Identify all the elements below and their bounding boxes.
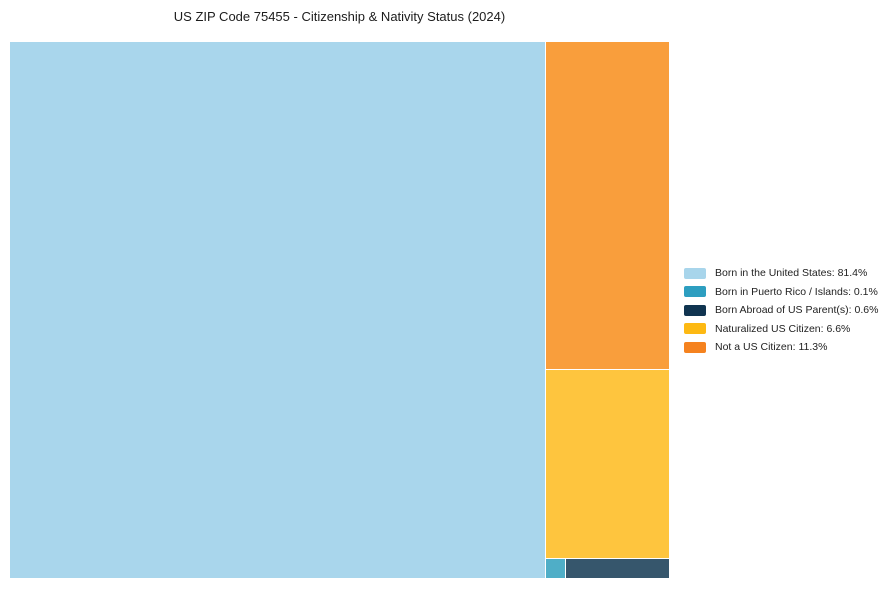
treemap-cell-born-in-the-united-states[interactable] [10, 42, 545, 578]
legend-swatch-icon [684, 341, 706, 353]
legend-label: Born Abroad of US Parent(s): 0.6% [715, 304, 879, 317]
legend-swatch-icon [684, 267, 706, 279]
legend-label: Not a US Citizen: 11.3% [715, 341, 828, 354]
legend-label: Born in Puerto Rico / Islands: 0.1% [715, 285, 878, 298]
legend: Born in the United States: 81.4% Born in … [684, 264, 878, 357]
legend-item-born-in-the-united-states[interactable]: Born in the United States: 81.4% [684, 264, 878, 283]
legend-item-born-in-puerto-rico-islands[interactable]: Born in Puerto Rico / Islands: 0.1% [684, 283, 878, 302]
legend-swatch-icon [684, 323, 706, 335]
legend-item-naturalized-us-citizen[interactable]: Naturalized US Citizen: 6.6% [684, 320, 878, 339]
legend-label: Naturalized US Citizen: 6.6% [715, 322, 851, 335]
legend-swatch-icon [684, 286, 706, 298]
treemap-cell-not-a-us-citizen[interactable] [546, 42, 669, 369]
treemap-cell-naturalized-us-citizen[interactable] [546, 370, 669, 558]
legend-item-born-abroad-of-us-parent-s[interactable]: Born Abroad of US Parent(s): 0.6% [684, 301, 878, 320]
treemap [10, 42, 669, 578]
chart-title: US ZIP Code 75455 - Citizenship & Nativi… [173, 9, 506, 24]
treemap-cell-born-abroad-of-us-parent-s[interactable] [566, 559, 669, 578]
legend-label: Born in the United States: 81.4% [715, 267, 868, 280]
legend-swatch-icon [684, 304, 706, 316]
legend-item-not-a-us-citizen[interactable]: Not a US Citizen: 11.3% [684, 338, 878, 357]
treemap-cell-born-in-puerto-rico-islands[interactable] [546, 559, 565, 578]
